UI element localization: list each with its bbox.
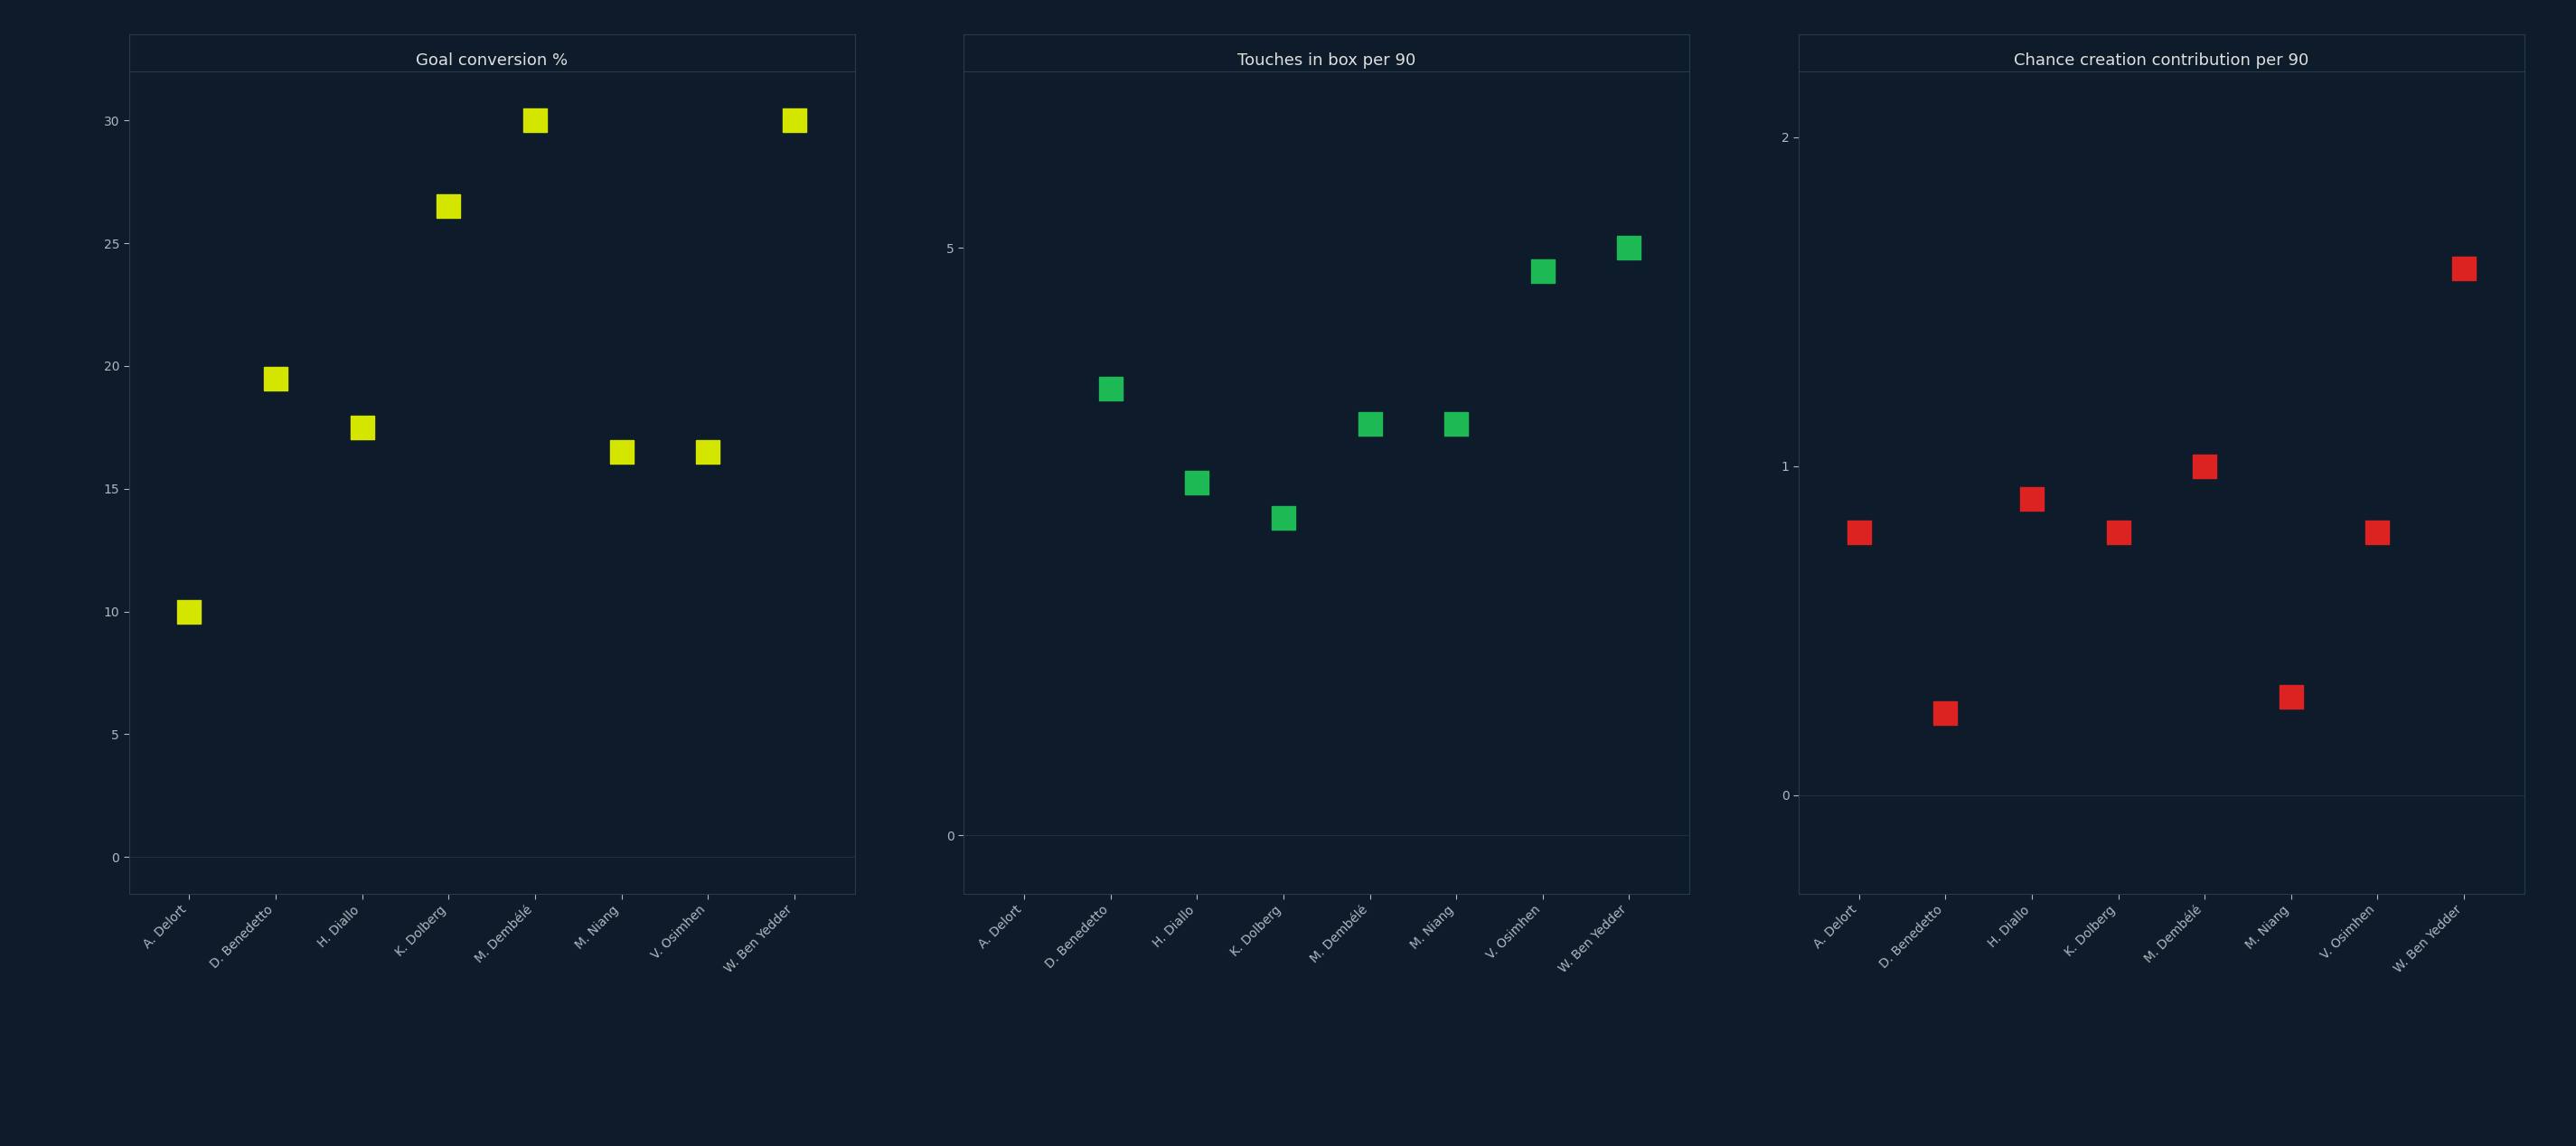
Point (2445, 260, 2486, 278)
Point (428, 197, 469, 215)
Point (1262, 509, 1303, 527)
Point (1350, 415, 1391, 433)
Text: Touches in box per 90: Touches in box per 90 (1236, 53, 1417, 69)
Text: Chance creation contribution per 90: Chance creation contribution per 90 (2014, 53, 2308, 69)
Point (773, 111, 814, 129)
Point (1607, 238, 1649, 257)
Point (1924, 704, 1965, 722)
Point (255, 369, 296, 387)
Point (343, 418, 384, 437)
Point (2269, 688, 2311, 706)
Point (515, 111, 556, 129)
Point (688, 442, 729, 461)
Point (167, 603, 209, 621)
Text: Goal conversion %: Goal conversion % (415, 53, 567, 69)
Point (1090, 379, 1131, 398)
Point (2184, 457, 2226, 476)
Point (2012, 490, 2053, 509)
Point (1177, 473, 1218, 492)
Point (1435, 415, 1476, 433)
Point (1839, 523, 1880, 541)
Point (1522, 262, 1564, 281)
Point (2097, 523, 2138, 541)
Point (600, 442, 641, 461)
Point (2357, 523, 2398, 541)
